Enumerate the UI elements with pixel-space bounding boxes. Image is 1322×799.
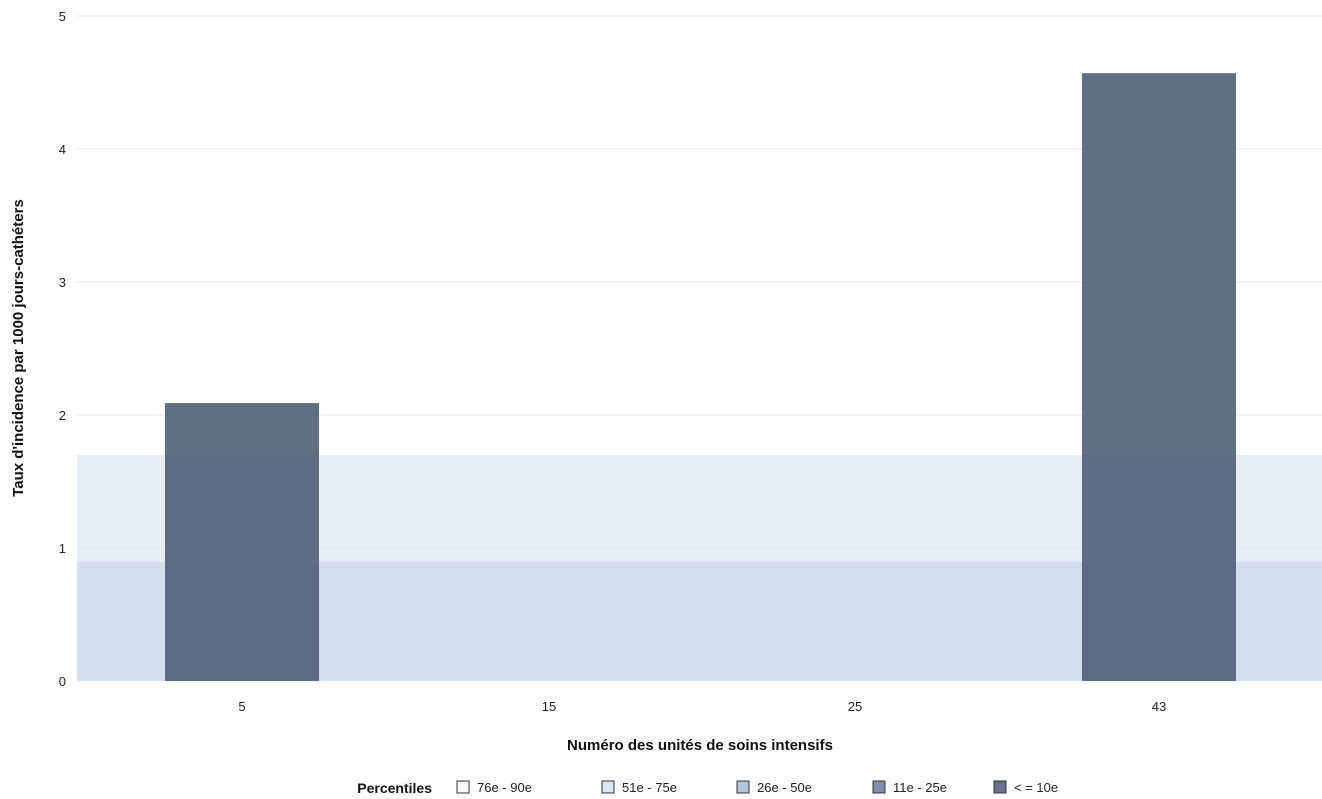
legend-label: 11e - 25e — [893, 780, 947, 795]
x-tick-label: 5 — [238, 699, 245, 714]
y-axis-title: Taux d'incidence par 1000 jours-cathéter… — [10, 199, 27, 497]
legend-label: 26e - 50e — [757, 780, 812, 795]
legend-label: < = 10e — [1014, 780, 1058, 795]
bar — [165, 403, 319, 681]
x-tick-label: 15 — [542, 699, 556, 714]
y-tick-label: 5 — [59, 9, 66, 24]
bar — [1082, 73, 1236, 681]
y-tick-label: 1 — [59, 541, 66, 556]
x-tick-label: 25 — [848, 699, 862, 714]
legend-title: Percentiles — [357, 780, 432, 796]
legend-swatch — [993, 780, 1007, 794]
y-tick-label: 4 — [59, 142, 66, 157]
legend-swatch — [872, 780, 886, 794]
y-tick-label: 0 — [59, 674, 66, 689]
legend: Percentiles 76e - 90e 51e - 75e 26e - 50e 1… — [357, 780, 1058, 796]
x-axis-ticks: 5 15 25 43 — [238, 699, 1166, 714]
x-axis-title: Numéro des unités de soins intensifs — [567, 737, 833, 754]
legend-swatch — [456, 780, 470, 794]
y-axis-ticks: 0 1 2 3 4 5 — [59, 9, 66, 689]
y-tick-label: 3 — [59, 275, 66, 290]
legend-items: 76e - 90e 51e - 75e 26e - 50e 11e - 25e < = … — [456, 780, 1058, 795]
legend-label: 76e - 90e — [477, 780, 532, 795]
bars — [165, 73, 1236, 681]
x-tick-label: 43 — [1152, 699, 1166, 714]
legend-label: 51e - 75e — [622, 780, 677, 795]
legend-swatch — [601, 780, 615, 794]
legend-swatch — [736, 780, 750, 794]
y-tick-label: 2 — [59, 408, 66, 423]
